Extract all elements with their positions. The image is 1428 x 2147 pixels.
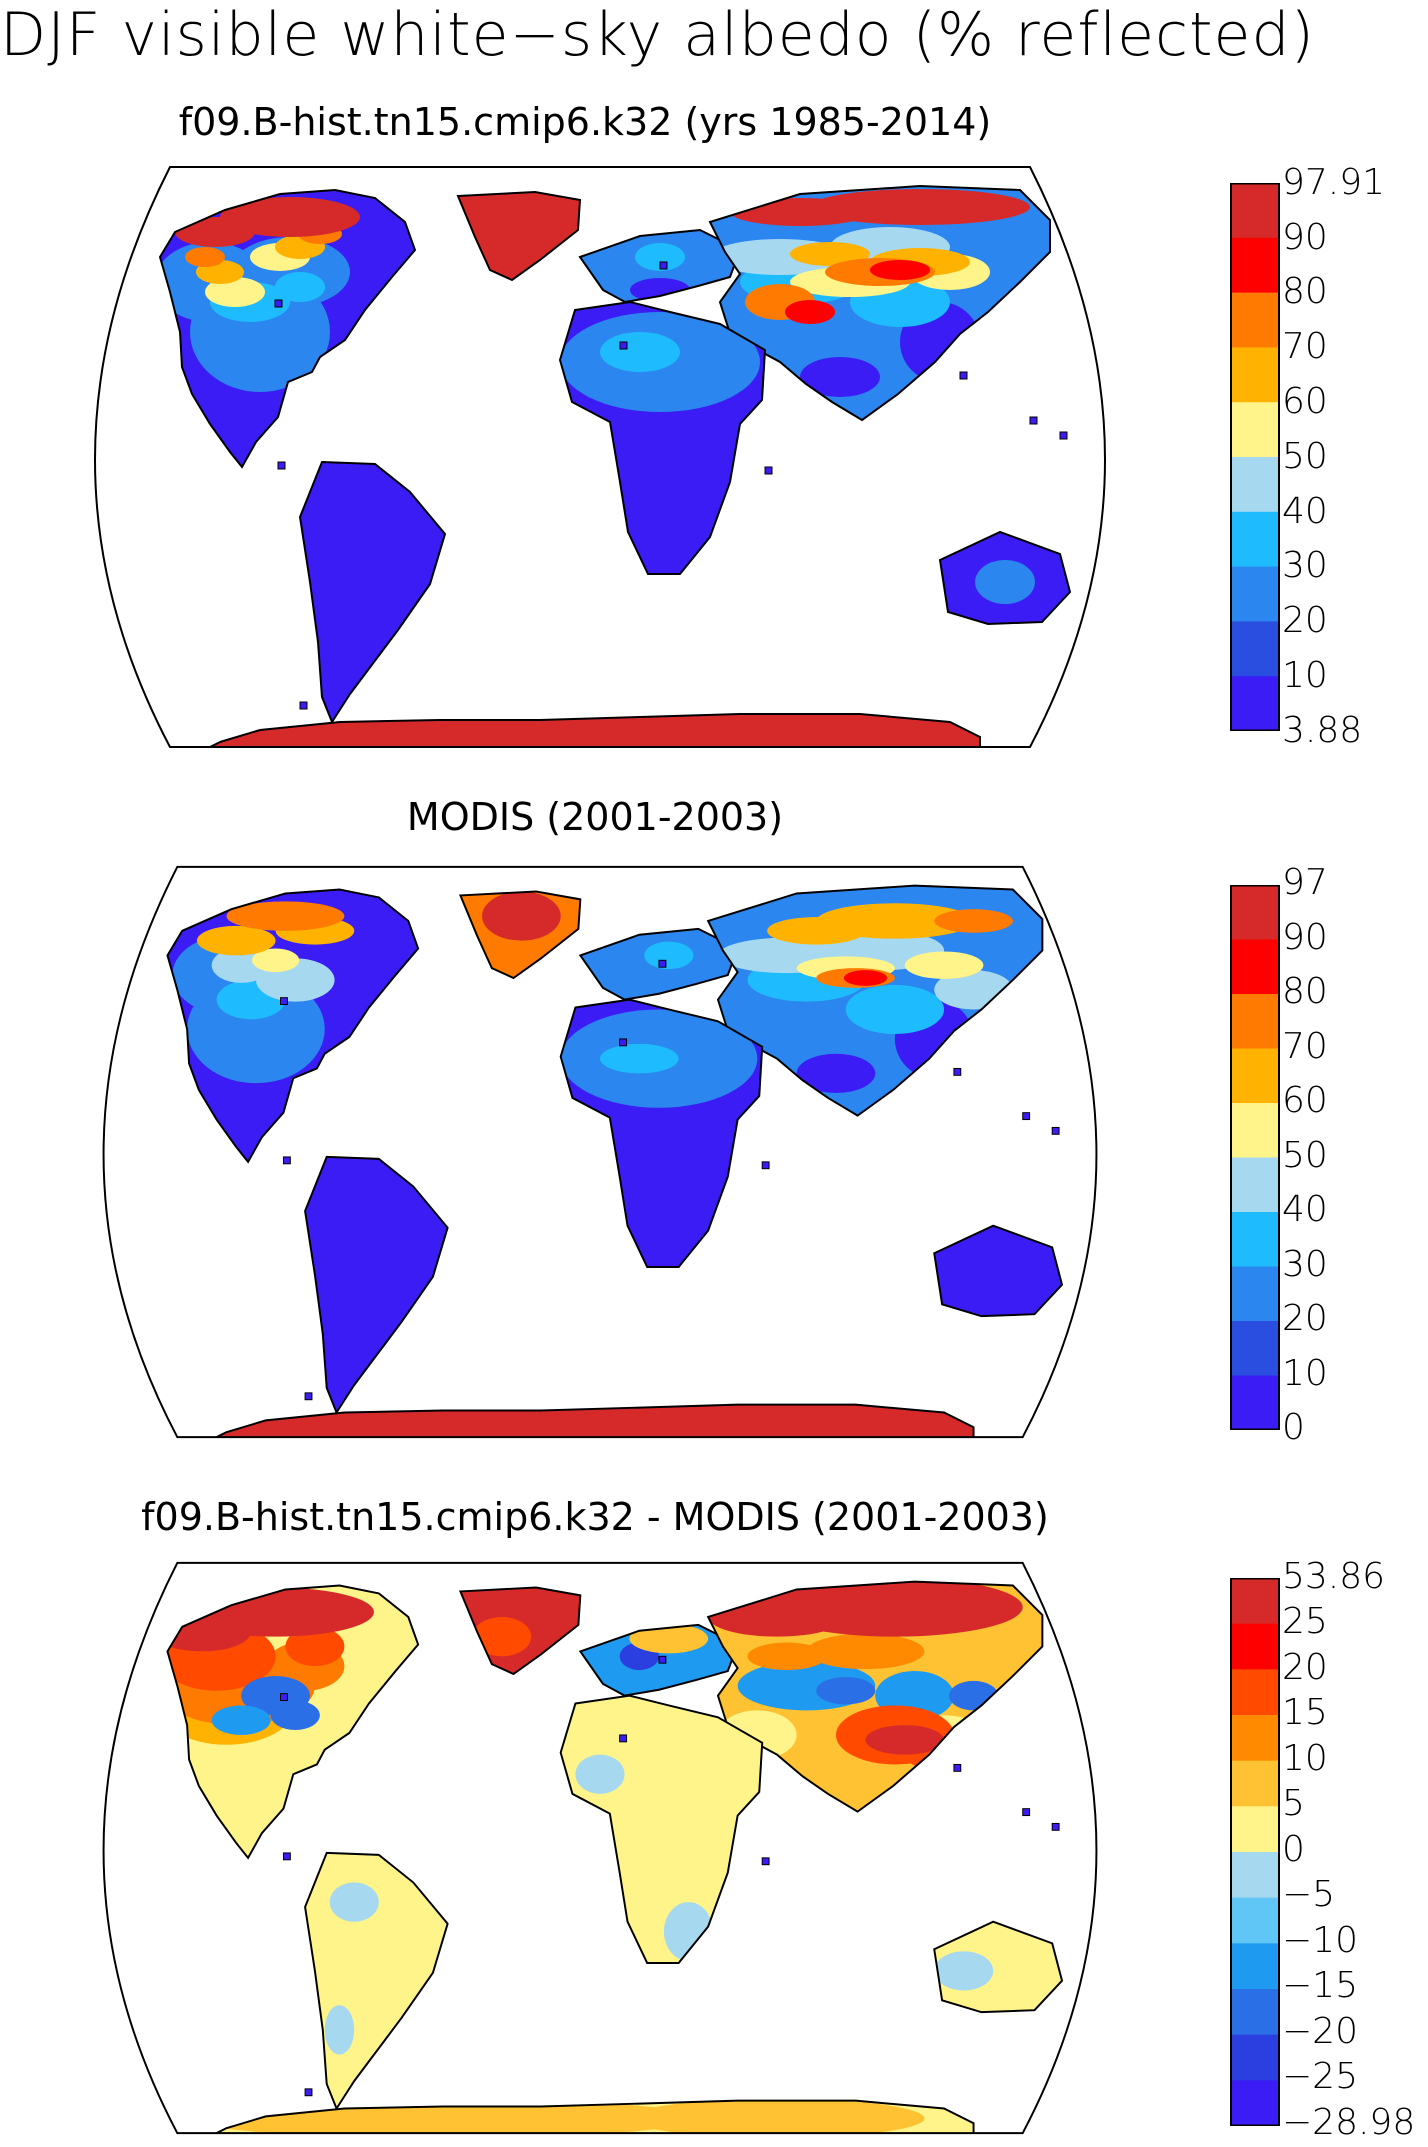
colorbar-panel-1 — [1230, 183, 1280, 731]
colorbar-swatch — [1231, 347, 1279, 403]
cbar2-label-2: 80 — [1282, 971, 1328, 1012]
colorbar-swatch — [1231, 511, 1279, 568]
cbar3-label-5: 5 — [1282, 1783, 1305, 1824]
cbar1-label-7: 30 — [1282, 545, 1328, 586]
cbar3-label-11: −25 — [1282, 2056, 1358, 2097]
colorbar-swatch — [1231, 2034, 1279, 2081]
panel-1-title: f09.B-hist.tn15.cmip6.k32 (yrs 1985-2014… — [178, 100, 992, 144]
colorbar-swatch — [1231, 183, 1279, 239]
colorbar-swatch — [1231, 1669, 1279, 1716]
cbar3-label-1: 25 — [1282, 1601, 1328, 1642]
cbar2-label-5: 50 — [1282, 1135, 1328, 1176]
colorbar-swatch — [1231, 402, 1279, 458]
cbar2-label-8: 20 — [1282, 1298, 1328, 1339]
cbar1-label-9: 10 — [1282, 655, 1328, 696]
cbar1-label-0: 97.91 — [1282, 162, 1386, 203]
colorbar-swatch — [1231, 1760, 1279, 1807]
colorbar-swatch — [1231, 621, 1279, 677]
colorbar-swatch — [1231, 2080, 1279, 2126]
cbar2-label-7: 30 — [1282, 1244, 1328, 1285]
cbar3-label-6: 0 — [1282, 1829, 1305, 1870]
colorbar-swatch — [1231, 1943, 1279, 1990]
colorbar-swatch — [1231, 1806, 1279, 1853]
colorbar-swatch — [1231, 1375, 1279, 1430]
cbar2-label-0: 97 — [1282, 862, 1328, 903]
colorbar-swatch — [1231, 237, 1279, 294]
map-panel-3 — [102, 1561, 1098, 2135]
map-frame — [102, 1561, 1098, 2135]
cbar1-label-5: 50 — [1282, 436, 1328, 477]
figure-title: DJF visible white−sky albedo (% reflecte… — [0, 0, 1315, 70]
cbar1-label-1: 90 — [1282, 217, 1328, 258]
cbar3-label-8: −10 — [1282, 1920, 1358, 1961]
panel-3-title: f09.B-hist.tn15.cmip6.k32 - MODIS (2001-… — [141, 1495, 1049, 1539]
cbar1-label-2: 80 — [1282, 271, 1328, 312]
colorbar-panel-2 — [1230, 885, 1280, 1430]
map-panel-1 — [94, 166, 1106, 748]
colorbar-swatch — [1231, 566, 1279, 622]
colorbar-swatch — [1231, 1989, 1279, 2036]
colorbar-panel-3 — [1230, 1578, 1280, 2126]
cbar3-label-10: −20 — [1282, 2011, 1358, 2052]
cbar1-label-6: 40 — [1282, 491, 1328, 532]
cbar2-label-1: 90 — [1282, 917, 1328, 958]
colorbar-swatch — [1231, 939, 1279, 995]
map-panel-2 — [102, 865, 1098, 1439]
colorbar-swatch — [1231, 1103, 1279, 1158]
colorbar-swatch — [1231, 457, 1279, 513]
colorbar-swatch — [1231, 994, 1279, 1049]
cbar3-label-12: −28.98 — [1282, 2102, 1416, 2143]
cbar3-label-4: 10 — [1282, 1738, 1328, 1779]
land-region-asia — [708, 1581, 1043, 1812]
cbar3-label-9: −15 — [1282, 1965, 1358, 2006]
cbar2-label-4: 60 — [1282, 1080, 1328, 1121]
colorbar-swatch — [1231, 1212, 1279, 1267]
cbar2-label-10: 0 — [1282, 1407, 1305, 1448]
colorbar-swatch — [1231, 292, 1279, 348]
map-frame — [94, 166, 1106, 748]
colorbar-swatch — [1231, 885, 1279, 940]
map-frame — [102, 865, 1098, 1439]
colorbar-swatch — [1231, 1266, 1279, 1322]
colorbar-swatch — [1231, 1048, 1279, 1104]
cbar1-label-4: 60 — [1282, 381, 1328, 422]
cbar2-label-6: 40 — [1282, 1189, 1328, 1230]
colorbar-swatch — [1231, 676, 1279, 731]
cbar1-label-8: 20 — [1282, 600, 1328, 641]
colorbar-swatch — [1231, 1897, 1279, 1944]
colorbar-swatch — [1231, 1623, 1279, 1670]
cbar2-label-9: 10 — [1282, 1353, 1328, 1394]
cbar3-label-0: 53.86 — [1282, 1556, 1386, 1597]
colorbar-swatch — [1231, 1852, 1279, 1899]
colorbar-swatch — [1231, 1715, 1279, 1762]
cbar1-label-10: 3.88 — [1282, 710, 1363, 751]
colorbar-swatch — [1231, 1321, 1279, 1376]
cbar3-label-2: 20 — [1282, 1647, 1328, 1688]
colorbar-swatch — [1231, 1578, 1279, 1625]
cbar2-label-3: 70 — [1282, 1026, 1328, 1067]
panel-2-title: MODIS (2001-2003) — [406, 795, 784, 839]
cbar1-label-3: 70 — [1282, 326, 1328, 367]
cbar3-label-7: −5 — [1282, 1874, 1336, 1915]
colorbar-swatch — [1231, 1157, 1279, 1213]
cbar3-label-3: 15 — [1282, 1692, 1328, 1733]
